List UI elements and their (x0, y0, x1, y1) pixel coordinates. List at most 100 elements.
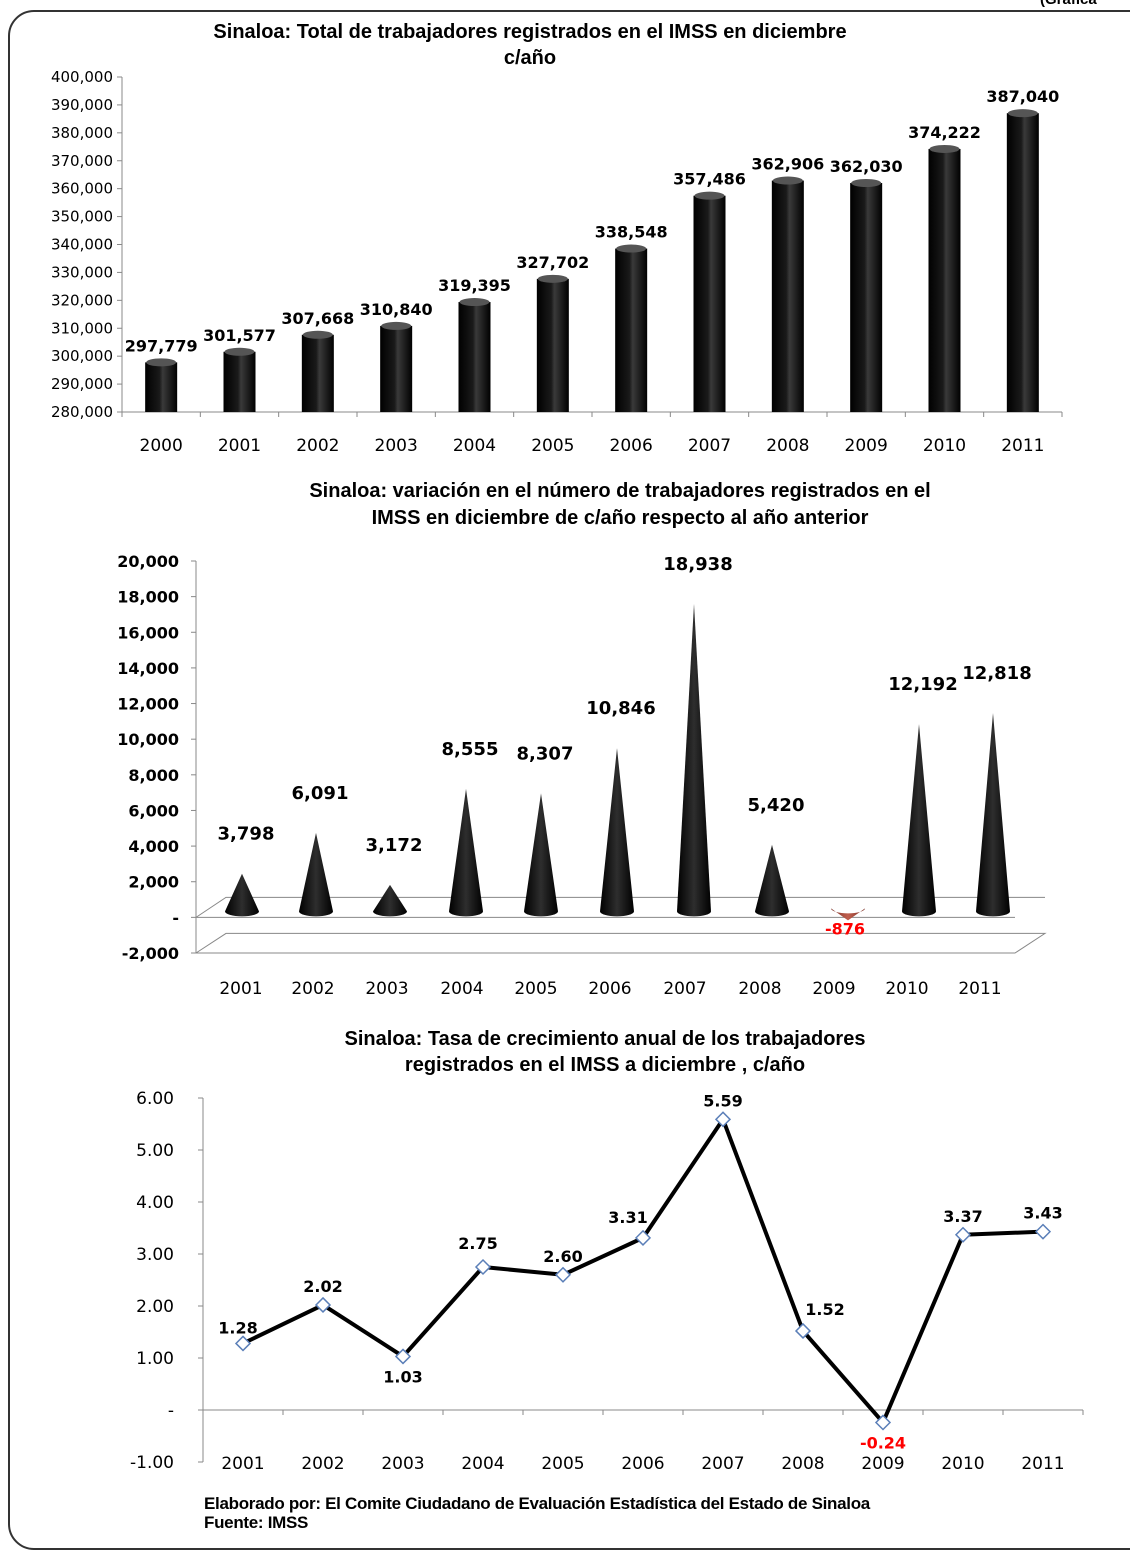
chart2-x-tick-label: 2004 (440, 979, 483, 999)
chart1-x-tick-label: 2003 (375, 436, 418, 456)
footer-elaborado: Elaborado por: El Comite Ciudadano de Ev… (204, 1494, 870, 1513)
chart1-y-tick-label: 320,000 (51, 291, 113, 309)
chart2-y-tick-label: 8,000 (128, 766, 179, 785)
chart3-x-tick-label: 2009 (861, 1454, 904, 1474)
chart1-data-label: 327,702 (516, 253, 589, 272)
chart2-x-tick-label: 2001 (219, 979, 262, 999)
chart1-data-label: 338,548 (595, 223, 668, 242)
chart2-x-tick-label: 2002 (291, 979, 334, 999)
chart1-x-tick-label: 2011 (1001, 436, 1044, 456)
chart2-data-label: 12,192 (888, 674, 957, 695)
chart2-data-label: 18,938 (663, 554, 732, 575)
chart1-bar (615, 248, 648, 412)
chart1-y-tick-label: 340,000 (51, 236, 113, 254)
chart2-cone (449, 788, 483, 917)
chart1-bar-top (772, 176, 803, 185)
chart3-x-tick-label: 2011 (1021, 1454, 1064, 1474)
chart1-bar (536, 278, 569, 412)
chart2-y-tick-label: 20,000 (117, 552, 179, 571)
chart1-bar (693, 195, 726, 412)
chart2-y-tick-label: 14,000 (117, 659, 179, 678)
chart1-bar-top (302, 330, 333, 339)
chart3-marker (474, 1258, 492, 1276)
chart1-bar (380, 325, 413, 412)
chart3-x-tick-label: 2007 (701, 1454, 744, 1474)
chart1-data-label: 387,040 (986, 87, 1059, 106)
chart1-data-label: 310,840 (360, 300, 433, 319)
chart3-x-tick-label: 2008 (781, 1454, 824, 1474)
chart3-data-label: 3.43 (1023, 1204, 1062, 1223)
chart1-y-tick-label: 290,000 (51, 375, 113, 393)
chart2-x-tick-label: 2003 (365, 979, 408, 999)
chart1-bar (928, 148, 961, 413)
chart2-cone (976, 712, 1010, 917)
chart1-x-tick-label: 2008 (766, 436, 809, 456)
chart3-data-label: 1.52 (805, 1300, 844, 1319)
chart2-floor (194, 932, 1047, 954)
chart2-y-tick-label: 10,000 (117, 730, 179, 749)
chart3-x-tick-label: 2001 (221, 1454, 264, 1474)
chart2-y-tick-label: - (172, 908, 179, 927)
chart3-data-label: 3.31 (608, 1208, 647, 1227)
chart3-series-line (242, 1117, 1044, 1425)
chart2-y-tick-label: -2,000 (122, 944, 179, 963)
chart2-cone (524, 793, 558, 917)
chart2-data-label: 3,172 (366, 835, 423, 856)
chart1-bar (145, 362, 178, 412)
chart1-x-tick-label: 2005 (531, 436, 574, 456)
chart2-cone (902, 724, 936, 917)
chart3-marker (794, 1322, 812, 1340)
chart3-x-tick-label: 2005 (541, 1454, 584, 1474)
chart1-data-label: 319,395 (438, 276, 511, 295)
chart1-x-tick-label: 2000 (140, 436, 183, 456)
chart2-cone (225, 873, 259, 917)
chart2-x-tick-label: 2006 (588, 979, 631, 999)
chart1-bar (1006, 113, 1039, 413)
chart-variation: Sinaloa: variación en el número de traba… (117, 480, 1047, 999)
chart3-title: Sinaloa: Tasa de crecimiento anual de lo… (345, 1028, 866, 1050)
chart3-data-label: 3.37 (943, 1207, 982, 1226)
chart2-data-label-negative: -876 (825, 919, 865, 938)
chart1-y-tick-label: 370,000 (51, 152, 113, 170)
chart1-bar-top (146, 358, 177, 367)
chart3-data-label: 2.60 (543, 1247, 582, 1266)
chart2-y-tick-label: 18,000 (117, 588, 179, 607)
chart1-y-tick-label: 310,000 (51, 319, 113, 337)
footer: Elaborado por: El Comite Ciudadano de Ev… (204, 1494, 870, 1532)
chart3-y-tick-label: 1.00 (136, 1349, 174, 1369)
chart1-bar (223, 351, 256, 412)
chart1-bar-top (537, 274, 568, 283)
chart1-y-tick-label: 330,000 (51, 263, 113, 281)
footer-fuente: Fuente: IMSS (204, 1513, 309, 1532)
chart3-y-tick-label: 4.00 (136, 1193, 174, 1213)
chart3-y-tick-label: - (168, 1401, 174, 1421)
chart1-bar (458, 302, 491, 412)
chart3-data-label: 1.28 (218, 1318, 257, 1337)
chart2-y-tick-label: 16,000 (117, 623, 179, 642)
chart3-x-tick-label: 2004 (461, 1454, 504, 1474)
chart1-x-tick-label: 2010 (923, 436, 966, 456)
chart1-bar-top (616, 244, 647, 253)
chart2-y-tick-label: 4,000 (128, 837, 179, 856)
chart1-bar-top (694, 191, 725, 200)
chart2-data-label: 6,091 (292, 783, 349, 804)
chart3-title-line2: registrados en el IMSS a diciembre , c/a… (405, 1054, 805, 1076)
chart3-x-tick-label: 2006 (621, 1454, 664, 1474)
chart2-title: Sinaloa: variación en el número de traba… (309, 480, 930, 502)
chart1-title: Sinaloa: Total de trabajadores registrad… (213, 21, 846, 43)
chart2-x-tick-label: 2005 (514, 979, 557, 999)
chart3-y-tick-label: 6.00 (136, 1089, 174, 1109)
chart3-data-label-negative: -0.24 (860, 1433, 906, 1452)
chart2-x-tick-label: 2010 (885, 979, 928, 999)
chart1-data-label: 362,906 (751, 155, 824, 174)
chart3-y-tick-label: 3.00 (136, 1245, 174, 1265)
chart2-x-tick-label: 2009 (812, 979, 855, 999)
chart3-marker (874, 1414, 892, 1431)
chart3-y-tick-label: 2.00 (136, 1297, 174, 1317)
chart3-data-label: 5.59 (703, 1091, 742, 1110)
chart2-data-label: 8,307 (517, 743, 574, 764)
chart2-data-label: 8,555 (442, 739, 499, 760)
chart1-bar (850, 182, 883, 412)
chart3-marker (234, 1335, 252, 1352)
chart1-title-line2: c/año (504, 47, 556, 69)
